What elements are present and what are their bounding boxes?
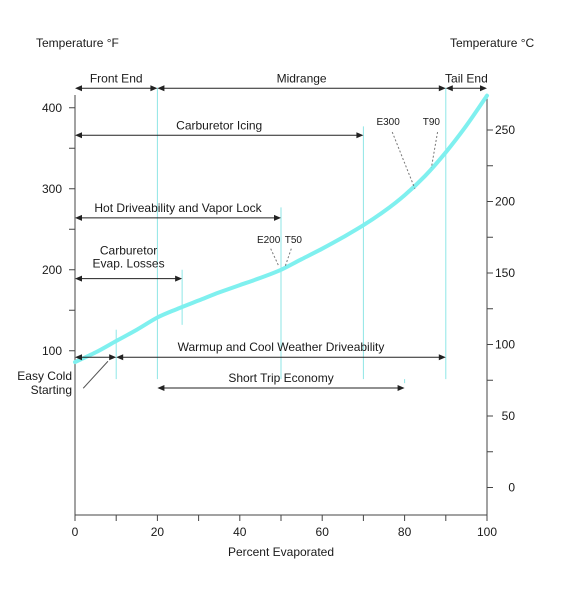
curve-layer	[73, 93, 489, 365]
range-label: Midrange	[277, 71, 327, 85]
arrow-head-right	[397, 385, 405, 392]
left-tick-label: 100	[42, 344, 62, 358]
range-label: Carburetor	[100, 244, 157, 258]
arrow-head-left	[75, 275, 82, 282]
left-tick-label: 400	[42, 101, 62, 115]
range-arrows: Front End Midrange Tail End Carburetor Icin…	[17, 71, 487, 397]
x-tick-label: 60	[316, 525, 330, 539]
range-arrow	[157, 385, 405, 392]
range-arrow	[75, 132, 364, 139]
arrow-head-left	[75, 354, 82, 361]
arrow-head-right	[438, 85, 446, 92]
annotation-label: E200	[257, 235, 281, 246]
x-axis-title: Percent Evaporated	[228, 545, 334, 559]
right-tick-label: 0	[508, 481, 515, 495]
x-tick-label: 0	[72, 525, 79, 539]
range-label: Tail End	[445, 71, 488, 85]
arrow-head-left	[75, 85, 82, 92]
right-tick-label: 150	[495, 266, 515, 280]
left-tick-label: 200	[42, 263, 62, 277]
range-arrow	[75, 85, 158, 92]
annotation-leader	[284, 248, 292, 267]
arrow-head-left	[75, 132, 82, 139]
arrow-head-left	[116, 354, 124, 361]
arrow-head-right	[175, 275, 183, 282]
arrow-head-left	[445, 85, 453, 92]
range-label: Evap. Losses	[93, 257, 165, 271]
arrow-head-right	[480, 85, 487, 92]
annotation-label: E300	[376, 117, 400, 128]
axis-ticks: 0 20 40 60 80 100 100 200 300 400 0 50 100 150 200 250	[42, 101, 515, 539]
range-label: Front End	[90, 71, 143, 85]
annotations: E200 T50 E300 T90	[257, 117, 440, 267]
range-label: Hot Driveability and Vapor Lock	[94, 201, 262, 215]
range-arrow	[116, 354, 446, 361]
range-label: Easy Cold	[17, 369, 72, 383]
x-tick-label: 100	[477, 525, 497, 539]
arrow-head-left	[157, 385, 165, 392]
vertical-markers	[115, 87, 447, 384]
annotation-label: T90	[423, 117, 441, 128]
right-tick-label: 250	[495, 123, 515, 137]
leader-line	[82, 360, 109, 389]
range-label: Carburetor Icing	[176, 118, 262, 132]
x-tick-label: 20	[151, 525, 165, 539]
arrow-head-right	[274, 214, 281, 221]
right-tick-label: 50	[502, 409, 516, 423]
arrow-head-right	[150, 85, 158, 92]
range-label: Warmup and Cool Weather Driveability	[178, 340, 385, 354]
right-axis-title: Temperature °C	[450, 36, 534, 50]
range-label: Starting	[31, 383, 72, 397]
right-tick-label: 100	[495, 338, 515, 352]
annotation-leader	[391, 131, 416, 189]
annotation-label: T50	[285, 235, 303, 246]
range-label: Short Trip Economy	[228, 371, 333, 385]
x-tick-label: 40	[233, 525, 247, 539]
range-arrow	[445, 85, 487, 92]
x-tick-label: 80	[398, 525, 412, 539]
left-tick-label: 300	[42, 182, 62, 196]
arrow-head-right	[356, 132, 364, 139]
arrow-head-left	[75, 214, 82, 221]
range-arrow	[75, 214, 281, 221]
arrow-head-left	[157, 85, 165, 92]
annotation-leader	[270, 248, 280, 267]
arrow-head-right	[438, 354, 446, 361]
range-arrow	[75, 275, 183, 282]
distillation-curve	[73, 93, 489, 365]
left-axis-title: Temperature °F	[36, 36, 119, 50]
right-tick-label: 200	[495, 195, 515, 209]
range-arrow	[75, 354, 117, 361]
arrow-head-right	[109, 354, 117, 361]
range-arrow	[157, 85, 446, 92]
